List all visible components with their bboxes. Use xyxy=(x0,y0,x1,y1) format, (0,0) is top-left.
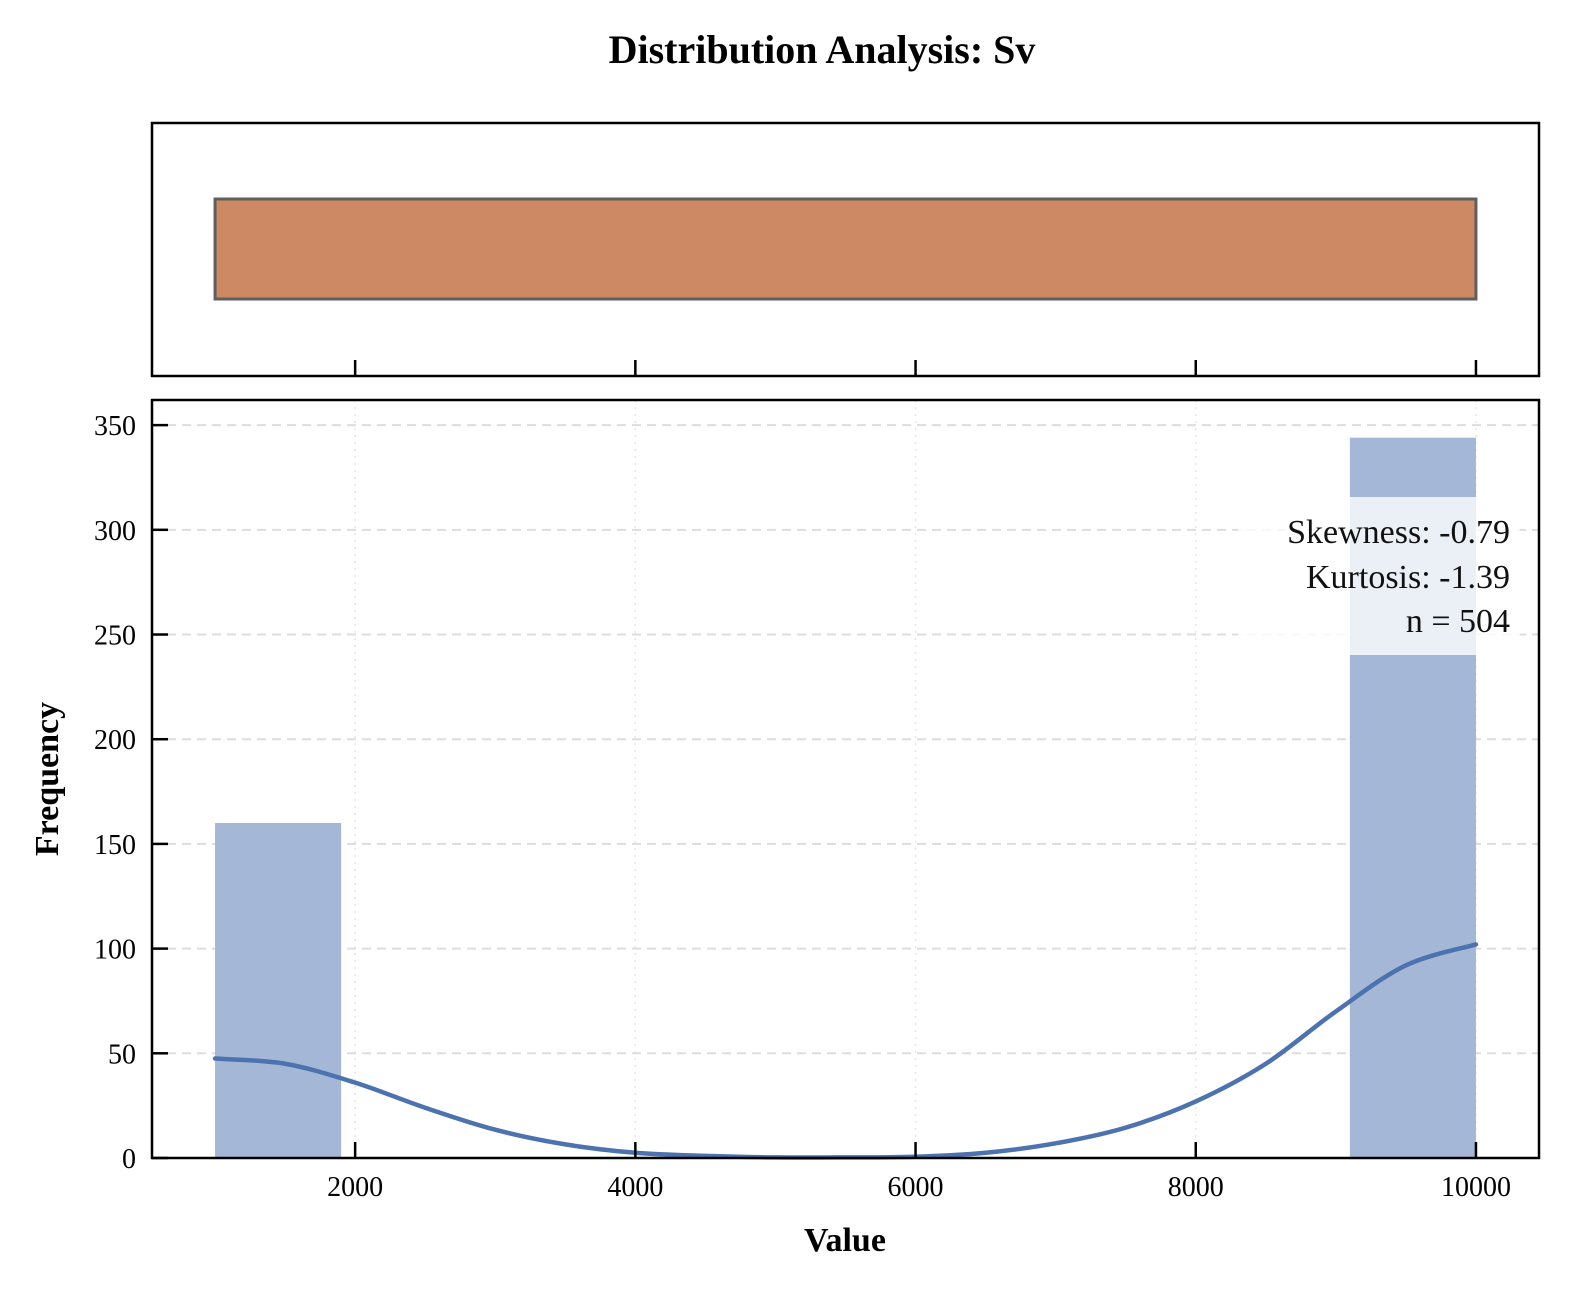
y-tick-label: 150 xyxy=(94,830,136,861)
y-tick-label: 50 xyxy=(108,1039,136,1070)
x-tick-label: 2000 xyxy=(327,1172,383,1203)
boxplot-x-ticks xyxy=(353,360,1478,376)
y-tick-label: 200 xyxy=(94,725,136,756)
x-axis-label: Value xyxy=(804,1222,886,1259)
x-tick-label: 6000 xyxy=(888,1172,944,1203)
y-axis-label: Frequency xyxy=(29,702,66,856)
stats-skewness: Skewness: -0.79 xyxy=(1287,514,1510,551)
y-tick-label: 250 xyxy=(94,621,136,652)
chart-title: Distribution Analysis: Sv xyxy=(609,27,1036,72)
stats-n: n = 504 xyxy=(1406,603,1510,640)
x-tick-label: 4000 xyxy=(607,1172,663,1203)
y-tick-label: 100 xyxy=(94,935,136,966)
stats-kurtosis: Kurtosis: -1.39 xyxy=(1306,559,1510,596)
histogram-frame xyxy=(150,398,1541,1160)
histogram-bar xyxy=(215,822,342,1158)
y-tick-label: 350 xyxy=(94,411,136,442)
stats-box-background xyxy=(1238,497,1520,655)
kde-curve xyxy=(212,942,1479,1160)
boxplot-box xyxy=(213,197,1478,301)
grid-lines xyxy=(152,400,1539,1158)
histogram-panel: Skewness: -0.79 Kurtosis: -1.39 n = 504 … xyxy=(29,398,1541,1259)
histogram-ticks: 2000 4000 6000 8000 10000 0 50 100 150 200 250 300 3… xyxy=(94,411,1511,1203)
x-tick-label: 8000 xyxy=(1168,1172,1224,1203)
boxplot-panel xyxy=(150,121,1541,378)
y-tick-label: 0 xyxy=(122,1144,136,1175)
x-tick-label: 10000 xyxy=(1441,1172,1511,1203)
y-tick-label: 300 xyxy=(94,516,136,547)
